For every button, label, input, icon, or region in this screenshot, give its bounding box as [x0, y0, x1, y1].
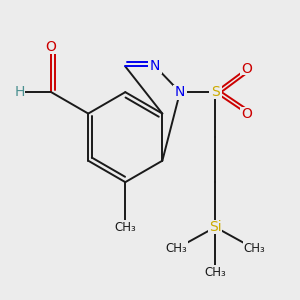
Text: CH₃: CH₃ — [243, 242, 265, 255]
Bar — [114, 220, 137, 235]
Text: Si: Si — [209, 220, 222, 234]
Bar — [44, 40, 58, 54]
Text: CH₃: CH₃ — [204, 266, 226, 279]
Bar — [240, 107, 254, 120]
Bar — [208, 220, 222, 234]
Text: H: H — [14, 85, 25, 99]
Bar — [243, 241, 266, 256]
Bar — [240, 62, 254, 75]
Bar — [208, 85, 222, 99]
Bar — [148, 59, 162, 74]
Text: N: N — [175, 85, 185, 99]
Bar — [173, 85, 187, 100]
Text: N: N — [150, 59, 160, 74]
Text: S: S — [211, 85, 220, 99]
Text: O: O — [242, 106, 253, 121]
Bar — [165, 241, 188, 256]
Bar — [204, 265, 227, 280]
Text: CH₃: CH₃ — [166, 242, 187, 255]
Bar — [14, 85, 25, 99]
Text: O: O — [242, 61, 253, 76]
Text: O: O — [46, 40, 57, 54]
Text: CH₃: CH₃ — [114, 220, 136, 234]
